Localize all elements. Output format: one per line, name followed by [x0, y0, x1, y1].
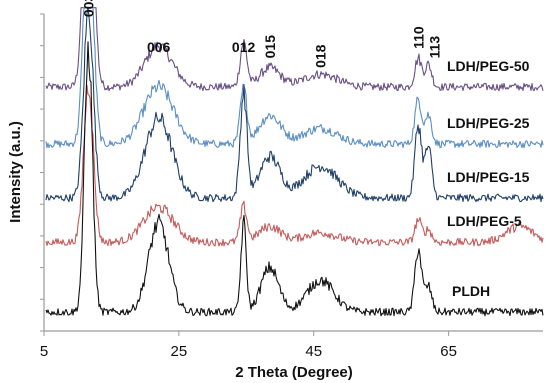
x-tick-label: 45: [305, 343, 322, 360]
x-tick-label: 25: [171, 343, 188, 360]
series-label: LDH/PEG-5: [447, 213, 522, 229]
x-tick-label: 5: [40, 343, 48, 360]
series-label: PLDH: [452, 283, 490, 299]
series-label: LDH/PEG-50: [447, 58, 530, 74]
series-label: LDH/PEG-15: [447, 169, 530, 185]
peak-labels: 003 006 012 015 018 110 113: [81, 0, 443, 68]
series-labels: LDH/PEG-50 LDH/PEG-25 LDH/PEG-15 LDH/PEG-5 P…: [447, 58, 530, 299]
y-axis-title: Intensity (a.u.): [7, 121, 24, 223]
traces: [45, 7, 544, 317]
series-trace: [45, 7, 544, 92]
x-tick-label: 65: [440, 343, 457, 360]
x-axis-title: 2 Theta (Degree): [235, 364, 353, 381]
series-trace: [45, 7, 544, 149]
x-ticks: 5 25 45 65: [40, 331, 457, 360]
peak-label: 015: [262, 35, 278, 59]
series-label: LDH/PEG-25: [447, 115, 530, 131]
peak-label: 113: [426, 36, 442, 59]
peak-label: 012: [232, 39, 256, 55]
peak-label: 110: [410, 26, 426, 49]
peak-label: 006: [147, 39, 171, 55]
series-trace: [45, 84, 544, 247]
peak-label: 003: [81, 0, 97, 17]
series-trace: [45, 41, 544, 317]
peak-label: 018: [312, 44, 328, 68]
series-trace: [45, 7, 544, 203]
y-ticks: [40, 13, 44, 332]
